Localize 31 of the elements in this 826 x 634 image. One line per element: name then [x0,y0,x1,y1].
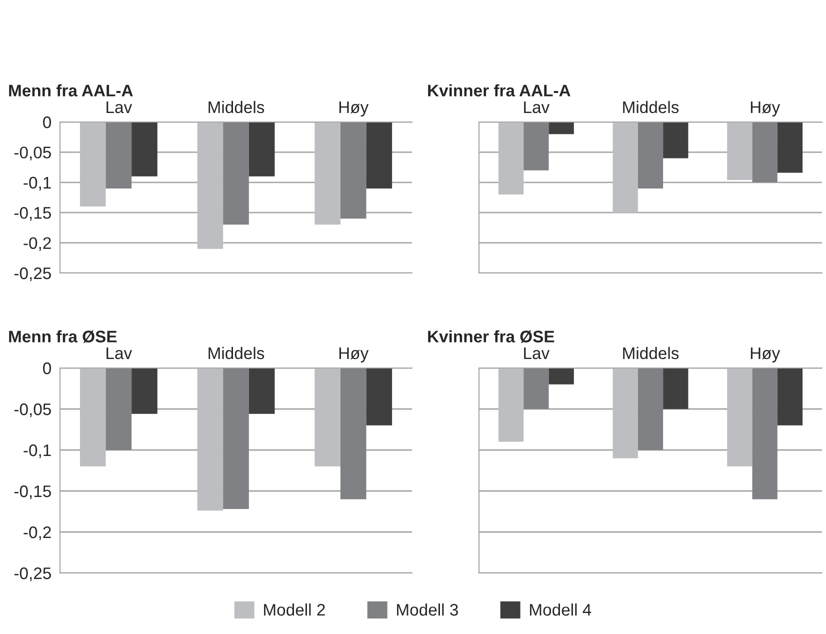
y-tick-label: -0,15 [14,207,51,221]
chart-title: Menn fra ØSE [9,330,117,343]
y-tick-label: -0,1 [24,444,51,458]
y-tick-label: 0 [43,362,52,374]
y-tick-label: -0,2 [24,526,51,540]
y-tick-label: -0,05 [14,146,51,160]
y-tick-label: -0,1 [24,176,51,191]
legend-label: Modell 4 [530,603,592,616]
x-tick-label: Høy [750,348,780,362]
x-tick-label: Middels [623,100,679,114]
y-tick-label: -0,05 [14,403,51,418]
y-tick-label: -0,25 [14,267,51,282]
x-tick-label: Høy [339,348,369,362]
x-tick-label: Høy [750,102,780,116]
x-tick-label: Middels [623,346,679,360]
x-tick-label: Middels [208,346,264,360]
legend-label: Modell 2 [264,603,325,616]
x-tick-label: Høy [339,102,369,116]
y-tick-label: 0 [43,116,52,128]
chart-title: Kvinner fra ØSE [428,330,554,343]
x-tick-label: Middels [208,100,264,114]
chart-title: Menn fra AAL-A [9,84,133,96]
x-tick-label: Lav [106,102,132,114]
chart-title: Kvinner fra AAL-A [428,84,570,96]
legend-label: Modell 3 [397,603,458,616]
x-tick-label: Lav [524,102,550,114]
x-tick-label: Lav [106,348,132,360]
x-tick-label: Lav [524,348,550,360]
y-tick-label: -0,15 [14,485,51,500]
y-tick-label: -0,2 [24,237,51,251]
y-tick-label: -0,25 [14,567,51,582]
